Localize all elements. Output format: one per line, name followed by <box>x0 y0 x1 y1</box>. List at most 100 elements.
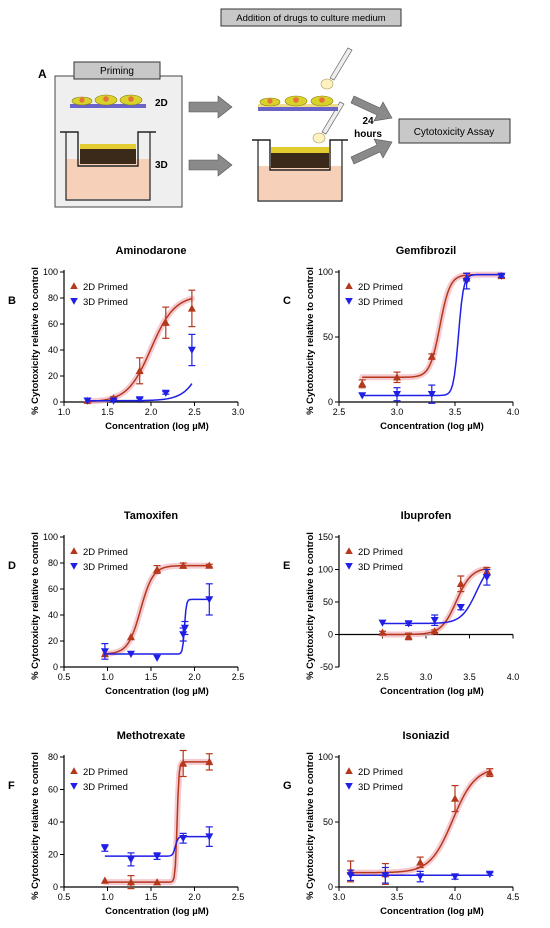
confidence-band <box>84 295 195 405</box>
legend-label: 2D Primed <box>83 547 128 558</box>
legend-label: 2D Primed <box>358 547 403 558</box>
x-tick-label: 2.0 <box>145 407 158 417</box>
x-tick-label: 1.5 <box>145 892 158 902</box>
y-tick-label: 20 <box>48 850 58 860</box>
legend-label: 3D Primed <box>83 297 128 308</box>
y-tick-label: 0 <box>53 397 58 407</box>
x-tick-label: 3.5 <box>463 672 476 682</box>
fit-curve <box>87 297 193 403</box>
data-point-3d <box>497 272 506 280</box>
pipette-icon <box>312 101 345 144</box>
data-point-2d <box>205 757 214 766</box>
data-point-2d <box>135 366 144 374</box>
panel-a-label: A <box>38 67 47 81</box>
data-point-2d <box>427 352 436 360</box>
y-tick-label: 0 <box>53 662 58 672</box>
legend-marker <box>345 767 353 775</box>
y-tick-label: 100 <box>318 565 333 575</box>
data-point-2d <box>153 878 162 886</box>
x-tick-label: 0.5 <box>58 672 71 682</box>
y-axis-label: % Cytotoxicity relative to control <box>305 752 316 900</box>
x-tick-label: 2.5 <box>188 407 201 417</box>
chart-panel-f: F Methotrexate 0.5 1.0 1.5 2.0 2.5 0 20 40 60 80 Con… <box>8 730 245 917</box>
data-point-3d <box>153 654 162 662</box>
data-point-2d <box>358 379 367 387</box>
2d-culture-icon <box>70 94 146 108</box>
data-point-2d <box>430 627 439 635</box>
x-tick-label: 4.0 <box>507 407 520 417</box>
legend-label: 2D Primed <box>358 767 403 778</box>
arrow-icon <box>350 138 393 165</box>
chart-panel-g: G Isoniazid 3.0 3.5 4.0 4.5 0 50 100 Concentratio… <box>283 730 519 917</box>
x-axis-label: Concentration (log µM) <box>380 686 484 697</box>
data-point-2d <box>179 561 188 569</box>
priming-label: Priming <box>100 66 134 77</box>
legend-label: 3D Primed <box>83 782 128 793</box>
arrow-icon <box>350 95 393 122</box>
x-tick-label: 3.0 <box>420 672 433 682</box>
y-axis-label: % Cytotoxicity relative to control <box>305 532 316 680</box>
x-axis-label: Concentration (log µM) <box>105 906 209 917</box>
arrow-icon <box>188 95 233 119</box>
data-point-3d <box>153 852 162 861</box>
chart-title: Ibuprofen <box>401 510 452 522</box>
y-axis-label: % Cytotoxicity relative to control <box>30 532 41 680</box>
x-tick-label: 1.5 <box>145 672 158 682</box>
assay-label: Cytotoxicity Assay <box>414 127 495 138</box>
x-tick-label: 2.5 <box>232 892 245 902</box>
y-tick-label: 40 <box>48 610 58 620</box>
x-tick-label: 1.0 <box>58 407 71 417</box>
y-tick-label: 50 <box>323 817 333 827</box>
fit-curve <box>104 564 210 655</box>
y-tick-label: 0 <box>328 630 333 640</box>
x-tick-label: 3.5 <box>391 892 404 902</box>
panel-label: G <box>283 780 292 792</box>
data-point-3d <box>462 277 471 286</box>
data-point-2d <box>126 878 135 886</box>
y-tick-label: 0 <box>328 397 333 407</box>
3d-treated-culture-icon <box>252 139 348 202</box>
fit-curve <box>104 598 210 655</box>
y-tick-label: 100 <box>43 532 58 542</box>
y-axis-label: % Cytotoxicity relative to control <box>30 267 41 415</box>
y-tick-label: 60 <box>48 584 58 594</box>
y-axis-label: % Cytotoxicity relative to control <box>30 752 41 900</box>
data-point-2d <box>451 794 459 802</box>
legend-marker <box>345 562 353 570</box>
time-label-hours: hours <box>354 129 382 140</box>
y-tick-label: 80 <box>48 293 58 303</box>
panel-label: D <box>8 560 16 572</box>
data-point-3d <box>83 397 92 405</box>
legend-marker <box>345 547 353 555</box>
legend-label: 3D Primed <box>83 562 128 573</box>
x-tick-label: 3.0 <box>232 407 245 417</box>
fit-curve <box>104 761 210 883</box>
y-tick-label: 100 <box>318 752 333 762</box>
data-point-3d <box>180 624 189 632</box>
data-point-2d <box>153 565 162 573</box>
legend-label: 2D Primed <box>358 282 403 293</box>
chart-panel-b: B Aminodarone 1.0 1.5 2.0 2.5 3.0 0 20 40 60 80 100 C… <box>8 245 245 432</box>
pipette-icon <box>320 47 353 90</box>
y-axis-label: % Cytotoxicity relative to control <box>305 267 316 415</box>
data-point-2d <box>100 876 109 884</box>
confidence-band <box>101 562 213 657</box>
legend-marker <box>345 297 353 305</box>
time-label: 24 <box>362 116 374 127</box>
data-point-3d <box>346 872 355 880</box>
legend-label: 3D Primed <box>358 562 403 573</box>
x-tick-label: 3.0 <box>333 892 346 902</box>
data-point-2d <box>456 579 465 587</box>
data-point-2d <box>485 768 494 776</box>
data-point-3d <box>100 844 109 852</box>
legend-marker <box>70 297 78 305</box>
panel-label: F <box>8 780 15 792</box>
y-tick-label: 100 <box>43 267 58 277</box>
addition-label-box <box>220 8 402 27</box>
x-tick-label: 0.5 <box>58 892 71 902</box>
label-3d: 3D <box>155 160 168 171</box>
y-tick-label: 60 <box>48 319 58 329</box>
legend-marker <box>70 547 78 555</box>
legend-label: 2D Primed <box>83 282 128 293</box>
3d-culture-icon <box>60 131 156 201</box>
